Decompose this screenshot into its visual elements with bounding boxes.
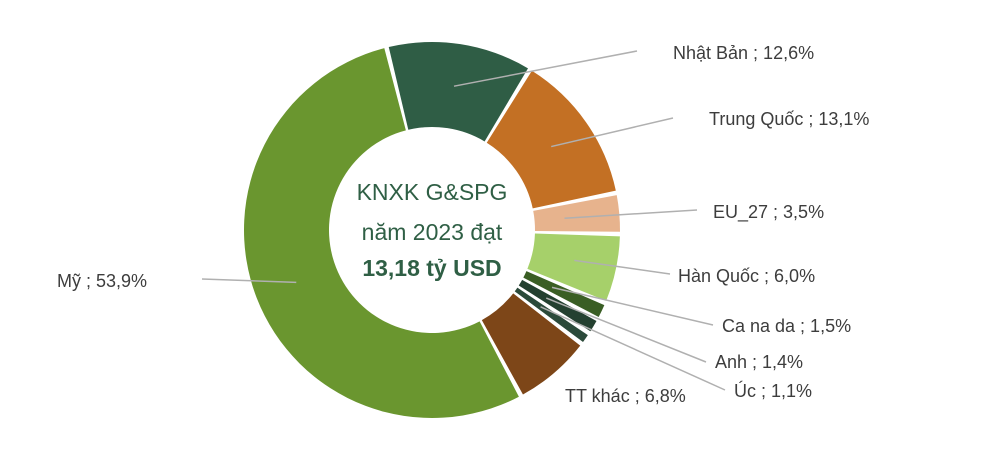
leader-line — [453, 50, 638, 87]
center-text-line2: năm 2023 đạt — [362, 219, 503, 245]
slice-label: Hàn Quốc ; 6,0% — [678, 266, 815, 286]
slice-label: TT khác ; 6,8% — [565, 386, 686, 406]
slice-label: Trung Quốc ; 13,1% — [709, 109, 869, 129]
slice-label: Anh ; 1,4% — [715, 352, 803, 372]
leader-line — [564, 209, 698, 219]
slice-anh — [518, 279, 597, 332]
slice-eu-27 — [533, 195, 620, 232]
leader-line — [540, 306, 726, 391]
donut-slices — [243, 42, 620, 419]
leader-lines — [201, 50, 726, 391]
slice-h-n-qu-c — [527, 233, 620, 301]
leader-line — [574, 259, 671, 275]
slice-tt-kh-c — [481, 293, 581, 395]
center-text-line3: 13,18 tỷ USD — [362, 255, 501, 281]
slice-label: Ca na da ; 1,5% — [722, 316, 851, 336]
slice-m- — [243, 48, 519, 419]
leader-line — [551, 117, 674, 148]
slice-label: EU_27 ; 3,5% — [713, 202, 824, 223]
leader-line — [201, 278, 297, 284]
slice-label: Úc ; 1,1% — [734, 380, 812, 401]
leader-line — [545, 297, 707, 363]
slice-label: Nhật Bản ; 12,6% — [673, 43, 814, 63]
slice-ca-na-da — [523, 271, 605, 317]
slice-trung-qu-c — [486, 70, 616, 209]
slice-label: Mỹ ; 53,9% — [57, 271, 147, 291]
slice-labels: Nhật Bản ; 12,6% Trung Quốc ; 13,1% EU_27 … — [57, 43, 869, 406]
leader-line — [551, 286, 714, 326]
center-text-line1: KNXK G&SPG — [357, 179, 508, 205]
slice-nh-t-b-n — [388, 42, 528, 142]
slice--c — [514, 287, 588, 342]
